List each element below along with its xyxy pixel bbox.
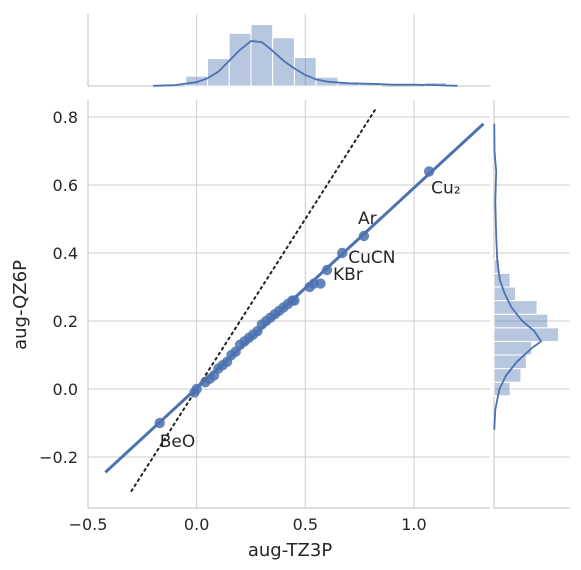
y-tick-label: 0.6 [53, 176, 78, 195]
scatter-point [337, 247, 348, 259]
y-histogram-bar [493, 313, 549, 329]
point-annotation: KBr [333, 265, 363, 285]
main-grid [87, 100, 490, 508]
point-annotation: Cu₂ [431, 178, 460, 198]
y-histogram-bar [493, 327, 560, 342]
y-tick-label: 0.2 [53, 312, 78, 331]
y-tick-label: 0.0 [53, 380, 78, 399]
y-tick-label: 0.4 [53, 244, 78, 263]
scatter-points [154, 166, 435, 429]
x-tick-label: 1.0 [401, 515, 426, 534]
scatter-point [191, 383, 202, 395]
y-kde-curve [493, 123, 543, 430]
x-marginal-distribution [87, 14, 490, 87]
y-tick-label: 0.8 [53, 108, 78, 127]
point-annotation: CuCN [348, 248, 395, 268]
x-histogram-bar [250, 24, 274, 87]
point-annotation: BeO [160, 432, 196, 452]
x-axis-label: aug-TZ3P [248, 540, 332, 561]
y-marginal-distribution [493, 100, 570, 509]
y-tick-labels: −0.2 0.0 0.2 0.4 0.6 0.8 [39, 108, 78, 467]
point-annotation: Ar [358, 209, 377, 229]
y-tick-label: −0.2 [39, 448, 78, 467]
scatter-point [289, 295, 300, 306]
y-axis-label: aug-QZ6P [10, 260, 31, 350]
x-kde-curve [153, 40, 458, 87]
scatter-point [423, 166, 435, 177]
scatter-point [315, 278, 326, 289]
x-tick-label: −0.5 [69, 515, 108, 534]
y-histogram-bar [493, 368, 522, 383]
x-histogram-bar [185, 75, 209, 87]
x-histogram-bar [293, 56, 317, 87]
main-spines [87, 100, 490, 509]
x-tick-label: 0.5 [293, 515, 318, 534]
scatter-point [321, 264, 333, 276]
x-tick-label: 0.0 [184, 515, 209, 534]
x-histogram-bar [228, 32, 252, 87]
scatter-point [358, 230, 370, 242]
scatter-point [154, 417, 165, 429]
x-tick-labels: −0.5 0.0 0.5 1.0 [69, 515, 427, 534]
